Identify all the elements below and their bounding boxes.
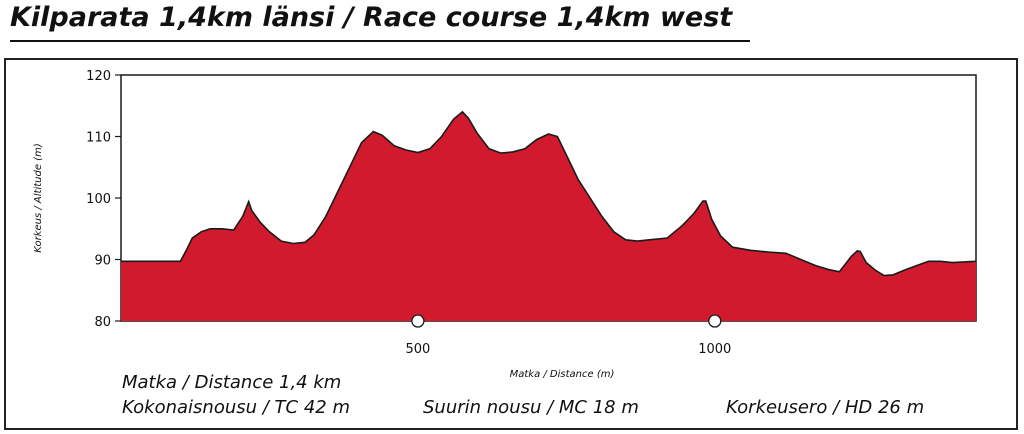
x-axis-label: Matka / Distance (m) [510,369,615,380]
title-underline [10,40,750,42]
distance-stat: Matka / Distance 1,4 km [122,372,342,393]
y-tick-label: 90 [94,254,111,269]
max-climb-stat: Suurin nousu / MC 18 m [423,397,639,418]
total-climb-stat: Kokonaisnousu / TC 42 m [122,397,350,418]
page-title: Kilparata 1,4km länsi / Race course 1,4k… [10,2,733,33]
elevation-area [121,111,976,322]
chart-frame [4,58,1018,430]
x-tick-marker [411,314,425,328]
y-tick-label: 110 [86,131,111,146]
height-diff-stat: Korkeusero / HD 26 m [726,397,925,418]
x-tick-label: 500 [405,342,430,357]
x-tick-label: 1000 [698,342,731,357]
y-tick-label: 120 [86,69,111,84]
x-tick-marker [708,314,722,328]
y-axis-label: Korkeus / Altitude (m) [33,143,44,252]
y-tick-label: 100 [86,192,111,207]
y-tick-label: 80 [94,315,111,330]
elevation-line [121,110,977,277]
